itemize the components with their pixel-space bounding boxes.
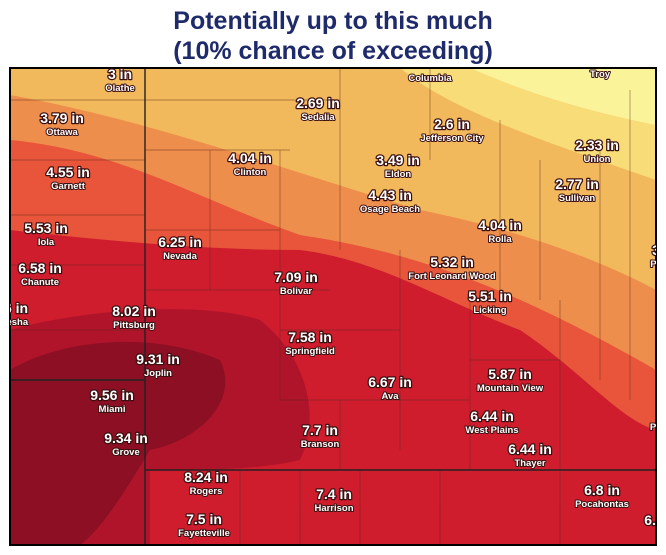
city-name: Fort Leonard Wood [408, 271, 496, 282]
rain-value: 6 in [4, 300, 28, 316]
city-name: Sedalia [301, 112, 335, 123]
city-name: Pocahontas [575, 499, 629, 510]
rain-value: 3 [652, 242, 660, 258]
rain-value: 6.25 in [158, 234, 202, 250]
city-name: Jefferson City [420, 133, 484, 144]
rain-value: 5.32 in [430, 254, 474, 270]
rain-value: 6.44 in [508, 441, 552, 457]
precip-zones [10, 68, 656, 545]
rain-value: 5.87 in [488, 366, 532, 382]
city-name: Clinton [234, 167, 267, 178]
city-name: Po [650, 422, 662, 433]
rain-value: 6.44 in [470, 408, 514, 424]
rain-value: 7.58 in [288, 329, 332, 345]
rain-value: 2.33 in [575, 137, 619, 153]
rain-value: 7.09 in [274, 269, 318, 285]
city-name: Chanute [21, 277, 59, 288]
city-name: Troy [590, 69, 611, 80]
city-name: Joplin [144, 368, 172, 379]
rain-value: 9.34 in [104, 430, 148, 446]
city-name: Grove [112, 447, 139, 458]
rain-value: 6.67 in [368, 374, 412, 390]
city-name: Garnett [51, 181, 86, 192]
city-name: Miami [99, 404, 126, 415]
rain-value: 2.77 in [555, 176, 599, 192]
city-name: Pa [650, 259, 662, 270]
rain-value: 6.58 in [18, 260, 62, 276]
rain-value: 4.43 in [368, 187, 412, 203]
city-name: Bolivar [280, 286, 313, 297]
city-name: Fayetteville [178, 528, 230, 539]
title: (10% chance of exceeding) [173, 37, 493, 65]
rain-value: 6.7 [644, 512, 664, 528]
rain-value: 2.6 in [434, 116, 470, 132]
rain-value: 5.53 in [24, 220, 68, 236]
city-name: Mountain View [477, 383, 544, 394]
rain-value: 4.04 in [228, 150, 272, 166]
rain-value: 9.56 in [90, 387, 134, 403]
city-name: Springfield [285, 346, 335, 357]
title: Potentially up to this much [173, 7, 493, 35]
rain-value: 4.55 in [46, 164, 90, 180]
city-name: Union [584, 154, 611, 165]
city-name: lesha [4, 317, 29, 328]
rain-value: 7.7 in [302, 422, 338, 438]
rain-value: 3.79 in [40, 110, 84, 126]
rain-value: 8.24 in [184, 469, 228, 485]
city-name: Harrison [314, 503, 353, 514]
map-border [9, 67, 657, 546]
city-name: Ava [381, 391, 399, 402]
city-name: Eldon [385, 169, 412, 180]
city-name: Nevada [163, 251, 198, 262]
city-name: Ottawa [46, 127, 78, 138]
rain-value: 3.49 in [376, 152, 420, 168]
city-name: Branson [301, 439, 340, 450]
city-name: Rolla [488, 234, 512, 245]
city-name: Olathe [105, 83, 135, 94]
rain-value: 2.69 in [296, 95, 340, 111]
city-name: Osage Beach [360, 204, 420, 215]
city-name: West Plains [465, 425, 518, 436]
city-name: Sullivan [559, 193, 596, 204]
rain-value: 7.5 in [186, 511, 222, 527]
rain-value: 5.51 in [468, 288, 512, 304]
city-name: Iola [38, 237, 55, 248]
city-name: Rogers [190, 486, 223, 497]
rain-value: 8.02 in [112, 303, 156, 319]
rain-value: 3 in [108, 66, 132, 82]
rain-value: 7.4 in [316, 486, 352, 502]
city-name: Thayer [514, 458, 545, 469]
city-name: Columbia [408, 73, 452, 84]
rain-value: 6.8 in [584, 482, 620, 498]
city-name: Pittsburg [113, 320, 155, 331]
rain-value: 9.31 in [136, 351, 180, 367]
city-name: Licking [473, 305, 506, 316]
rain-value: 4.04 in [478, 217, 522, 233]
